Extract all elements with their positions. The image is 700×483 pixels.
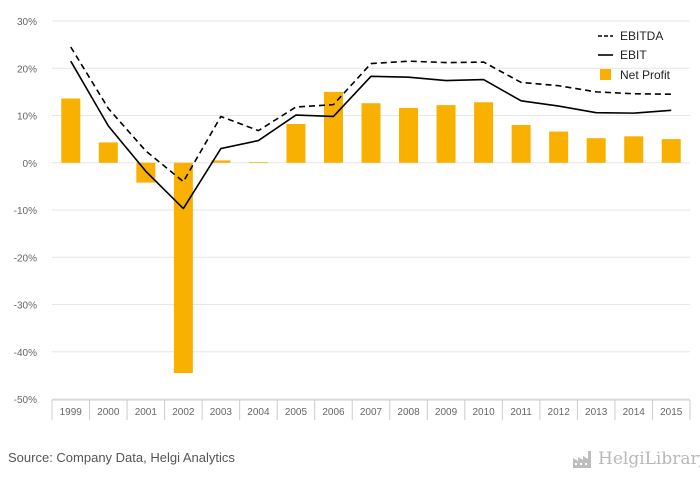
lines xyxy=(70,46,672,210)
net-profit-bar xyxy=(248,162,268,164)
net-profit-bar xyxy=(586,138,606,163)
gridlines xyxy=(52,20,690,400)
net-profit-bar xyxy=(474,102,494,163)
source-note: Source: Company Data, Helgi Analytics xyxy=(8,450,235,465)
x-tick-label: 2010 xyxy=(472,407,495,418)
ebitda-line xyxy=(70,46,672,183)
brand-logo: HelgiLibrary xyxy=(572,446,700,472)
x-tick-label: 2001 xyxy=(135,407,158,418)
net-profit-bar xyxy=(98,142,118,163)
x-tick-label: 2002 xyxy=(172,407,195,418)
x-tick-label: 2011 xyxy=(510,407,532,418)
net-profit-bar xyxy=(511,124,531,163)
x-tick-label: 2006 xyxy=(322,407,345,418)
factory-icon xyxy=(573,451,591,468)
x-tick-label: 2014 xyxy=(623,407,646,418)
net-profit-bar xyxy=(173,162,193,374)
brand-name: HelgiLibrary xyxy=(598,449,700,469)
net-profit-bar xyxy=(286,124,306,163)
y-tick-label: -10% xyxy=(14,206,37,217)
x-tick-label: 2013 xyxy=(585,407,608,418)
x-tick-label: 1999 xyxy=(60,407,83,418)
net-profit-bar xyxy=(549,131,569,163)
net-profit-bars xyxy=(61,91,681,374)
x-tick-label: 2004 xyxy=(247,407,270,418)
y-tick-label: -30% xyxy=(14,301,37,312)
net-profit-bar xyxy=(136,162,156,183)
x-tick-label: 2009 xyxy=(435,407,458,418)
x-tick-label: 2007 xyxy=(360,407,383,418)
net-profit-bar xyxy=(323,91,343,163)
net-profit-bar xyxy=(211,160,231,163)
y-tick-label: 0% xyxy=(23,159,38,170)
net-profit-bar xyxy=(399,107,419,163)
x-tick-label: 2003 xyxy=(210,407,233,418)
x-tick-label: 2005 xyxy=(285,407,308,418)
y-tick-label: -20% xyxy=(14,253,37,264)
net-profit-bar xyxy=(436,105,456,163)
x-tick-label: 2008 xyxy=(397,407,420,418)
legend: EBITDA EBIT Net Profit xyxy=(598,29,671,82)
x-tick-label: 2000 xyxy=(97,407,120,418)
net-profit-bar xyxy=(624,136,644,163)
y-tick-label: 20% xyxy=(17,64,37,75)
chart: 30% 20% 10% 0% -10% -20% -30% -40% -50% 1999 2000… xyxy=(14,17,691,420)
x-tick-label: 2015 xyxy=(660,407,683,418)
y-tick-label: -50% xyxy=(14,395,37,406)
legend-label-net-profit: Net Profit xyxy=(620,68,671,82)
y-tick-label: -40% xyxy=(14,348,37,359)
x-tick-label: 2012 xyxy=(548,407,571,418)
legend-swatch-net-profit xyxy=(600,69,611,80)
x-axis: 1999 2000 2001 2002 2003 2004 2005 2006 2007 2008… xyxy=(51,399,691,420)
y-tick-label: 10% xyxy=(17,112,37,123)
legend-label-ebit: EBIT xyxy=(620,48,647,62)
y-axis: 30% 20% 10% 0% -10% -20% -30% -40% -50% xyxy=(14,17,37,406)
ebit-line xyxy=(70,60,672,210)
net-profit-bar xyxy=(61,98,81,163)
net-profit-bar xyxy=(361,103,381,163)
y-tick-label: 30% xyxy=(17,17,37,28)
legend-label-ebitda: EBITDA xyxy=(620,29,663,43)
net-profit-bar xyxy=(661,139,681,163)
